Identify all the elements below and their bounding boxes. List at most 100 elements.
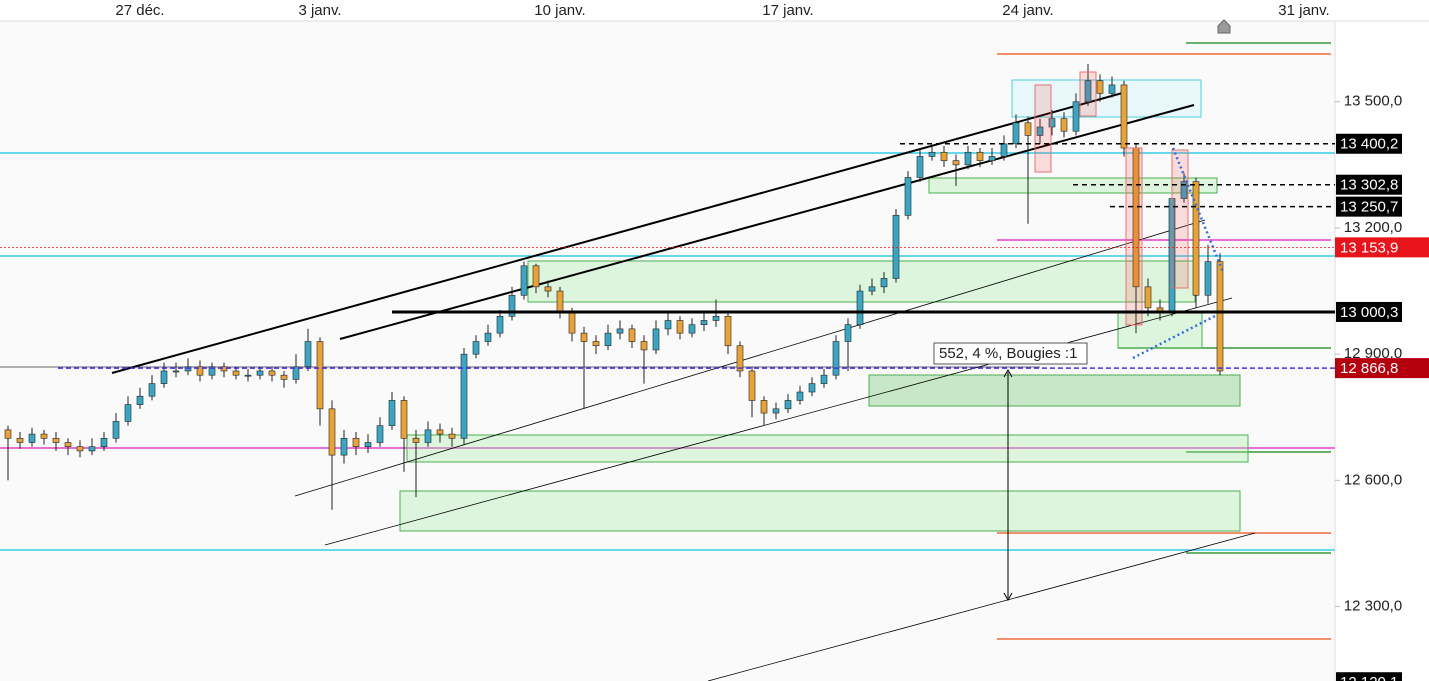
scroll-icon[interactable] (1217, 19, 1231, 34)
candle-body (544, 286, 552, 292)
arrow-head (1003, 368, 1013, 602)
y-tick-label: 13 200,0 (1344, 219, 1402, 236)
candle-body (1012, 122, 1020, 145)
candle-body (880, 278, 888, 288)
trend-line (707, 532, 1256, 681)
zone (399, 490, 1241, 532)
price-label-box (1336, 301, 1402, 322)
trend-line (111, 91, 1127, 374)
zone (1125, 147, 1143, 326)
price-label: 12 120,1 (1340, 674, 1398, 681)
y-tick-label: 12 300,0 (1344, 598, 1402, 615)
x-tick-label: 27 déc. (115, 2, 164, 19)
candle-body (400, 400, 408, 439)
candle-body (796, 391, 804, 401)
candle-body (832, 341, 840, 376)
candle-body (520, 265, 528, 296)
candle-body (376, 425, 384, 443)
price-label-box (1336, 174, 1402, 195)
candle-body (172, 370, 180, 373)
price-label: 13 250,7 (1340, 199, 1398, 216)
candle-body (640, 341, 648, 351)
zone (406, 434, 1249, 463)
candle-body (304, 341, 312, 368)
candle-body (760, 400, 768, 414)
candle-body (592, 341, 600, 347)
candle-body (928, 151, 936, 157)
candle-body (244, 374, 252, 377)
candle-body (916, 156, 924, 178)
candle-body (4, 429, 12, 439)
candle-body (676, 320, 684, 334)
candle-body (364, 442, 372, 447)
candle-body (1048, 118, 1056, 128)
y-tick-label: 13 500,0 (1344, 93, 1402, 110)
price-label-box (1336, 672, 1402, 681)
price-label-box (1335, 237, 1429, 258)
trend-line (339, 104, 1195, 340)
candle-body (868, 286, 876, 292)
price-label: 13 400,2 (1340, 136, 1398, 153)
y-tick-label: 12 900,0 (1344, 345, 1402, 362)
candle-body (472, 341, 480, 355)
candle-body (1216, 261, 1224, 372)
candle-body (496, 315, 504, 334)
annotation-box (933, 342, 1088, 365)
candle-body (28, 433, 36, 443)
x-tick-label: 31 janv. (1278, 2, 1329, 19)
candle-body (952, 160, 960, 166)
candle-body (76, 446, 84, 452)
candle-body (1180, 181, 1188, 199)
candle-body (388, 400, 396, 426)
candle-body (844, 324, 852, 342)
candle-body (736, 345, 744, 372)
x-tick-label: 24 janv. (1002, 2, 1053, 19)
candle-body (652, 328, 660, 351)
candle-body (100, 437, 108, 447)
annotation: 552, 4 %, Bougies :1 (939, 345, 1077, 362)
price-label-box (1335, 358, 1429, 379)
zone (868, 374, 1241, 407)
dotted-line (1132, 314, 1216, 360)
dotted-line (1171, 147, 1225, 273)
candle-body (700, 320, 708, 326)
candle-body (292, 366, 300, 380)
candle-body (1072, 101, 1080, 132)
candle-body (1204, 261, 1212, 296)
candle-body (436, 429, 444, 435)
candle-body (616, 328, 624, 334)
candle-body (940, 151, 948, 161)
candle-body (748, 370, 756, 401)
candle-body (664, 320, 672, 330)
candle-body (232, 370, 240, 376)
candle-body (628, 328, 636, 342)
candle-body (196, 366, 204, 376)
candle-body (808, 383, 816, 393)
candle-body (352, 437, 360, 447)
candle-body (772, 408, 780, 414)
candle-body (208, 366, 216, 376)
candle-body (964, 151, 972, 166)
candle-body (1192, 181, 1200, 296)
candle-body (316, 341, 324, 410)
candle-body (892, 215, 900, 279)
candle-body (124, 404, 132, 422)
zone (1034, 84, 1052, 173)
candle-body (724, 315, 732, 347)
zone (928, 177, 1218, 194)
candle-body (1096, 80, 1104, 94)
candle-body (136, 395, 144, 405)
candle-body (40, 433, 48, 439)
candle-body (112, 421, 120, 439)
candles (4, 63, 1224, 510)
candle-body (688, 324, 696, 334)
zone (1079, 71, 1097, 117)
x-tick-label: 10 janv. (534, 2, 585, 19)
price-label-box (1336, 133, 1402, 154)
price-label: 13 302,8 (1340, 177, 1398, 194)
candle-body (784, 400, 792, 410)
x-tick-label: 3 janv. (298, 2, 341, 19)
y-axis: 12 300,0 12 600,0 12 900,0 13 200,0 13 500,0 (1335, 93, 1402, 615)
